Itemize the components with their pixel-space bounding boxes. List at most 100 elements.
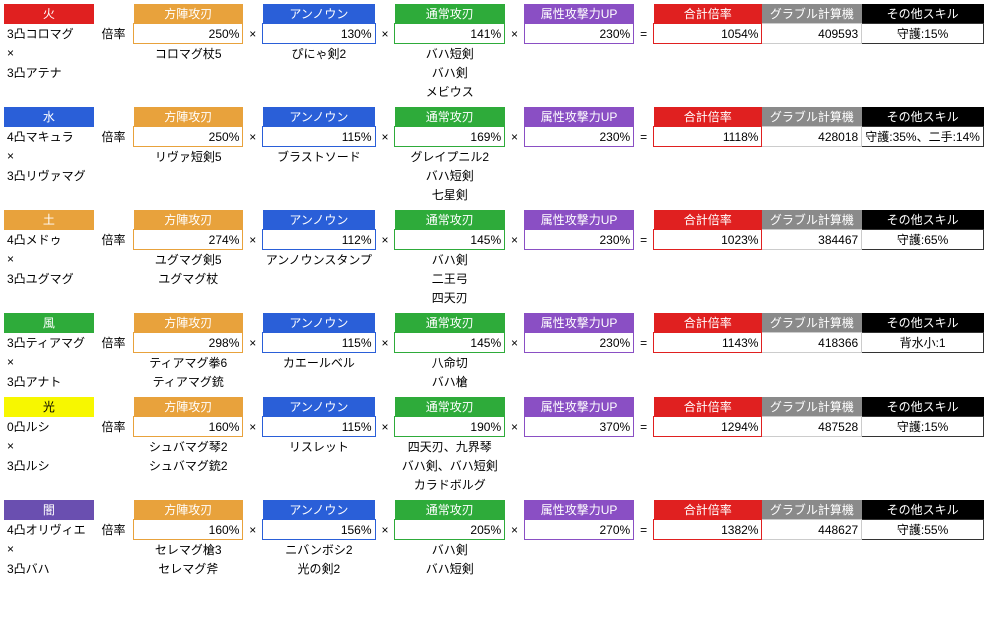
weapon-houjin: セレマグ槍3 — [134, 540, 243, 560]
weapon-houjin: ティアマグ銃 — [134, 372, 243, 391]
value-unknown: 115% — [263, 333, 375, 353]
header-normal: 通常攻刃 — [395, 313, 505, 333]
weapon-unknown: アンノウンスタンプ — [263, 250, 375, 270]
header-total: 合計倍率 — [654, 4, 762, 24]
weapon-normal: バハ短剣 — [395, 166, 505, 185]
weapon-normal: 七星剣 — [395, 185, 505, 204]
header-unknown: アンノウン — [263, 210, 375, 230]
weapon-unknown — [263, 185, 375, 204]
weapon-houjin — [134, 166, 243, 185]
weapon-unknown — [263, 456, 375, 475]
header-total: 合計倍率 — [654, 210, 762, 230]
header-normal: 通常攻刃 — [395, 107, 505, 127]
weapon-houjin: シュバマグ銃2 — [134, 456, 243, 475]
value-unknown: 112% — [263, 230, 375, 250]
weapon-unknown — [263, 475, 375, 494]
value-calc: 487528 — [762, 417, 862, 437]
weapon-houjin: ユグマグ剣5 — [134, 250, 243, 270]
header-total: 合計倍率 — [654, 107, 762, 127]
header-unknown: アンノウン — [263, 500, 375, 520]
value-other: 守護:35%、二手:14% — [862, 127, 984, 147]
header-elemup: 属性攻撃力UP — [524, 500, 633, 520]
header-normal: 通常攻刃 — [395, 4, 505, 24]
header-houjin: 方陣攻刃 — [134, 397, 243, 417]
weapon-normal: メビウス — [395, 82, 505, 101]
summon-cell: × — [4, 437, 94, 457]
weapon-houjin — [134, 185, 243, 204]
element-header: 闇 — [4, 500, 94, 520]
weapon-houjin — [134, 63, 243, 82]
value-other: 守護:15% — [862, 417, 984, 437]
element-header: 土 — [4, 210, 94, 230]
value-houjin: 160% — [134, 520, 243, 540]
header-calc: グラブル計算機 — [762, 313, 862, 333]
header-calc: グラブル計算機 — [762, 397, 862, 417]
header-calc: グラブル計算機 — [762, 500, 862, 520]
value-normal: 205% — [395, 520, 505, 540]
weapon-houjin: セレマグ斧 — [134, 559, 243, 578]
value-total: 1054% — [654, 24, 762, 44]
header-elemup: 属性攻撃力UP — [524, 4, 633, 24]
weapon-normal: バハ短剣 — [395, 44, 505, 64]
value-total: 1023% — [654, 230, 762, 250]
summon-cell: 3凸ティアマグ — [4, 333, 94, 353]
summon-cell — [4, 288, 94, 307]
weapon-unknown — [263, 288, 375, 307]
value-normal: 190% — [395, 417, 505, 437]
value-houjin: 160% — [134, 417, 243, 437]
value-normal: 145% — [395, 333, 505, 353]
header-calc: グラブル計算機 — [762, 210, 862, 230]
value-normal: 141% — [395, 24, 505, 44]
summon-cell — [4, 475, 94, 494]
value-other: 守護:65% — [862, 230, 984, 250]
header-total: 合計倍率 — [654, 397, 762, 417]
weapon-unknown: リスレット — [263, 437, 375, 457]
weapon-normal: 八命切 — [395, 353, 505, 373]
weapon-normal: バハ剣 — [395, 63, 505, 82]
weapon-unknown: ブラストソード — [263, 147, 375, 167]
weapon-normal: バハ剣、バハ短剣 — [395, 456, 505, 475]
weapon-normal: バハ槍 — [395, 372, 505, 391]
header-other: その他スキル — [862, 210, 984, 230]
header-other: その他スキル — [862, 4, 984, 24]
summon-cell: × — [4, 353, 94, 373]
value-calc: 409593 — [762, 24, 862, 44]
header-normal: 通常攻刃 — [395, 500, 505, 520]
summon-cell: × — [4, 147, 94, 167]
weapon-unknown — [263, 82, 375, 101]
weapon-unknown — [263, 63, 375, 82]
value-houjin: 250% — [134, 24, 243, 44]
value-other: 守護:55% — [862, 520, 984, 540]
value-elemup: 270% — [524, 520, 633, 540]
rate-label: 倍率 — [94, 417, 134, 437]
value-houjin: 274% — [134, 230, 243, 250]
value-houjin: 250% — [134, 127, 243, 147]
value-total: 1143% — [654, 333, 762, 353]
summon-cell: 3凸バハ — [4, 559, 94, 578]
value-unknown: 130% — [263, 24, 375, 44]
summon-cell — [4, 185, 94, 204]
header-houjin: 方陣攻刃 — [134, 107, 243, 127]
value-houjin: 298% — [134, 333, 243, 353]
weapon-normal: 四天刃 — [395, 288, 505, 307]
weapon-normal: 四天刃、九界琴 — [395, 437, 505, 457]
value-unknown: 156% — [263, 520, 375, 540]
weapon-unknown: カエールベル — [263, 353, 375, 373]
weapon-houjin: シュバマグ琴2 — [134, 437, 243, 457]
weapon-unknown: ぴにゃ剣2 — [263, 44, 375, 64]
summon-cell: × — [4, 44, 94, 64]
weapon-houjin: ユグマグ杖 — [134, 269, 243, 288]
value-calc: 428018 — [762, 127, 862, 147]
value-elemup: 230% — [524, 24, 633, 44]
weapon-unknown — [263, 166, 375, 185]
header-elemup: 属性攻撃力UP — [524, 397, 633, 417]
header-unknown: アンノウン — [263, 397, 375, 417]
weapon-houjin: リヴァ短剣5 — [134, 147, 243, 167]
value-unknown: 115% — [263, 127, 375, 147]
header-normal: 通常攻刃 — [395, 210, 505, 230]
weapon-houjin — [134, 82, 243, 101]
header-unknown: アンノウン — [263, 107, 375, 127]
header-houjin: 方陣攻刃 — [134, 4, 243, 24]
weapon-unknown: ニバンボシ2 — [263, 540, 375, 560]
element-table: 火方陣攻刃アンノウン通常攻刃属性攻撃力UP合計倍率グラブル計算機その他スキル3凸… — [4, 4, 984, 578]
